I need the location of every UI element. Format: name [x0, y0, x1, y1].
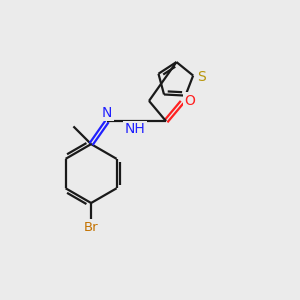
- Text: Br: Br: [84, 221, 98, 234]
- Text: NH: NH: [125, 122, 146, 136]
- Text: N: N: [102, 106, 112, 120]
- Text: O: O: [184, 94, 195, 108]
- Text: S: S: [197, 70, 206, 84]
